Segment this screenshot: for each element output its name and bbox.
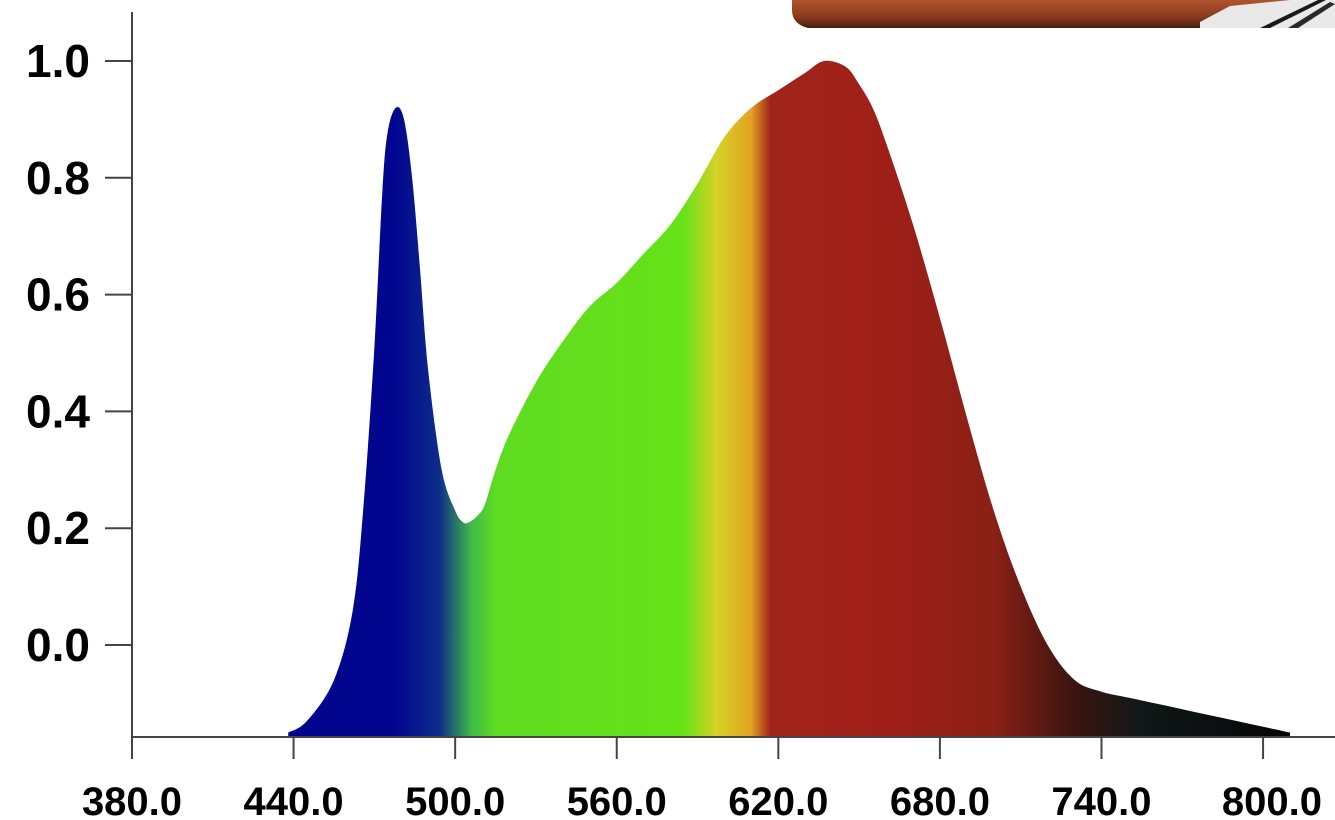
x-tick-label: 440.0 [244,780,344,820]
x-tick-label: 740.0 [1051,780,1151,820]
x-tick-label: 800.0 [1222,780,1322,820]
y-tick-label: 0.0 [26,619,90,671]
spectrum-area [288,60,1290,738]
spectrum-area-layer [288,60,1290,738]
x-tick-label: 500.0 [405,780,505,820]
x-tick-label: 560.0 [567,780,667,820]
fixture-photo [792,0,1335,28]
x-tick-label: 680.0 [890,780,990,820]
x-axis: 380.0 440.0 500.0 560.0 620.0 680.0 740.0 800.0 [82,736,1335,820]
y-tick-label: 0.4 [26,385,90,437]
x-tick-label: 380.0 [82,780,182,820]
y-tick-label: 0.2 [26,502,90,554]
y-tick-label: 0.6 [26,269,90,321]
x-tick-label: 620.0 [728,780,828,820]
y-axis: 1.0 0.8 0.6 0.4 0.2 0.0 [26,12,133,737]
y-tick-label: 1.0 [26,35,90,87]
y-tick-label: 0.8 [26,152,90,204]
